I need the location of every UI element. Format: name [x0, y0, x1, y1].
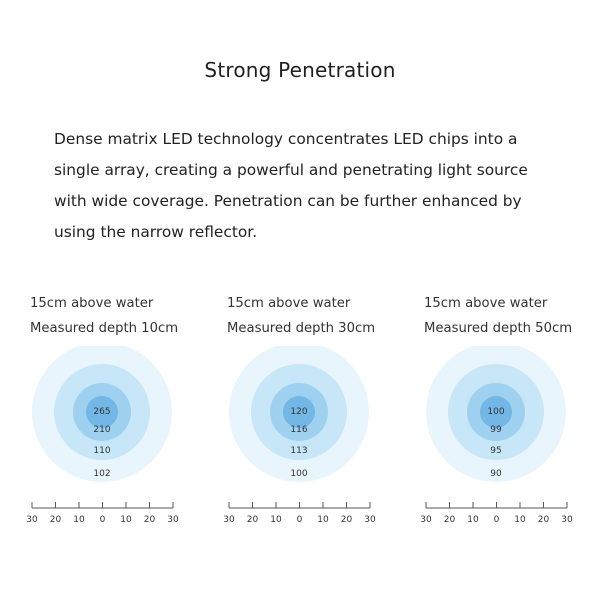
ring-center — [283, 396, 315, 428]
scale-tick-label: 20 — [247, 515, 259, 525]
scale-tick-label: 0 — [297, 515, 303, 525]
height-label: 15cm above water — [30, 296, 154, 311]
page-title: Strong Penetration — [204, 58, 396, 82]
scale-tick-label: 10 — [120, 515, 132, 525]
intensity-reading: 116 — [290, 425, 307, 435]
scale-tick-label: 20 — [444, 515, 456, 525]
depth-label: Measured depth 10cm — [30, 321, 179, 336]
scale-tick-label: 30 — [26, 515, 38, 525]
depth-label: Measured depth 50cm — [424, 321, 573, 336]
intensity-reading: 210 — [93, 425, 110, 435]
description-line: using the narrow reflector. — [54, 223, 258, 241]
penetration-panel-10cm: 15cm above water Measured depth 10cm 265… — [12, 294, 192, 534]
scale-tick-label: 20 — [341, 515, 353, 525]
intensity-reading: 265 — [93, 407, 110, 417]
scale-tick-label: 0 — [494, 515, 500, 525]
description-line: single array, creating a powerful and pe… — [54, 161, 528, 179]
light-spread-diagram: 265 210 110 102 30 20 10 0 10 20 30 — [26, 346, 179, 525]
intensity-reading: 110 — [93, 446, 110, 456]
intensity-reading: 95 — [490, 446, 501, 456]
penetration-panel-50cm: 15cm above water Measured depth 50cm 100… — [406, 294, 586, 534]
scale-tick-label: 10 — [317, 515, 329, 525]
scale-tick-label: 30 — [223, 515, 235, 525]
scale-tick-label: 30 — [364, 515, 376, 525]
height-label: 15cm above water — [227, 296, 351, 311]
ring-center — [480, 396, 512, 428]
intensity-reading: 99 — [490, 425, 502, 435]
scale-tick-label: 0 — [100, 515, 106, 525]
scale-tick-label: 20 — [538, 515, 550, 525]
intensity-reading: 102 — [93, 469, 110, 479]
intensity-reading: 113 — [290, 446, 307, 456]
scale-tick-label: 10 — [467, 515, 479, 525]
intensity-reading: 100 — [290, 469, 307, 479]
depth-label: Measured depth 30cm — [227, 321, 376, 336]
scale-tick-label: 30 — [561, 515, 573, 525]
penetration-panel-30cm: 15cm above water Measured depth 30cm 120… — [209, 294, 389, 534]
scale-tick-label: 30 — [420, 515, 432, 525]
scale-tick-label: 10 — [514, 515, 526, 525]
scale-tick-label: 30 — [167, 515, 179, 525]
scale-tick-label: 20 — [144, 515, 156, 525]
intensity-reading: 100 — [487, 407, 504, 417]
scale-tick-label: 10 — [73, 515, 85, 525]
description-line: Dense matrix LED technology concentrates… — [54, 130, 518, 148]
description-paragraph: Dense matrix LED technology concentrates… — [54, 124, 574, 248]
intensity-reading: 90 — [490, 469, 502, 479]
description-line: with wide coverage. Penetration can be f… — [54, 192, 522, 210]
height-label: 15cm above water — [424, 296, 548, 311]
intensity-reading: 120 — [290, 407, 307, 417]
ring-center — [86, 396, 118, 428]
scale-tick-label: 20 — [50, 515, 62, 525]
scale-tick-label: 10 — [270, 515, 282, 525]
